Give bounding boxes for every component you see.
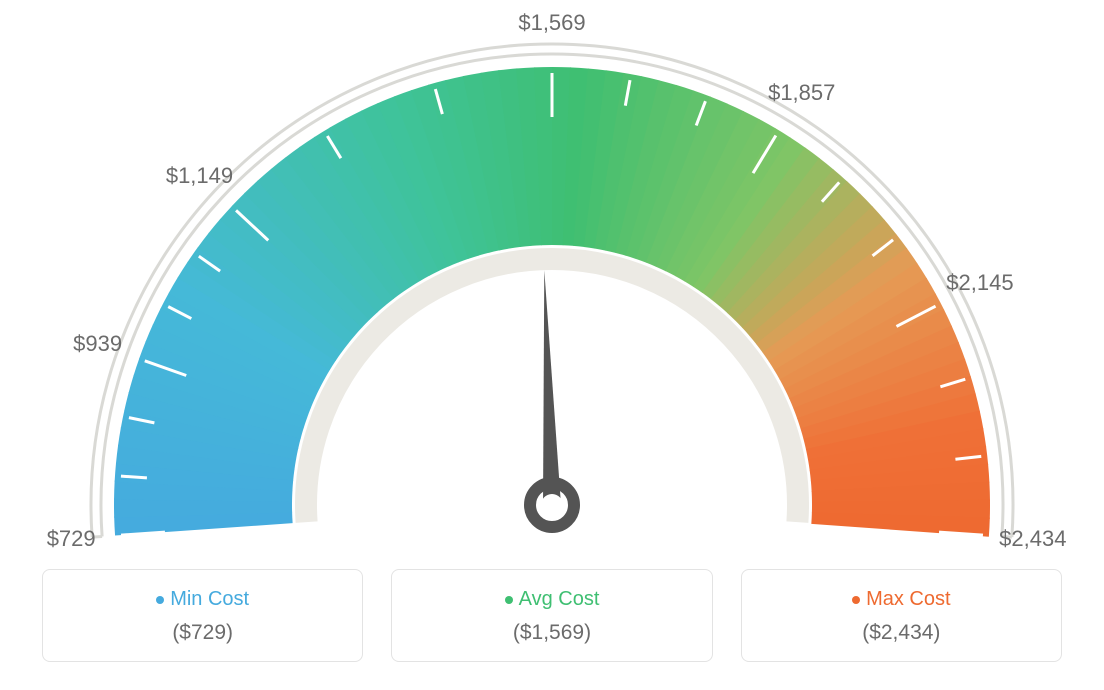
- legend-label-avg: Avg Cost: [519, 588, 600, 611]
- gauge-tick-label: $1,569: [518, 10, 585, 36]
- legend-card-min: Min Cost ($729): [42, 569, 363, 662]
- legend-label-min: Min Cost: [170, 588, 249, 611]
- gauge-tick-label: $2,434: [999, 526, 1066, 552]
- legend-row: Min Cost ($729) Avg Cost ($1,569) Max Co…: [42, 569, 1062, 662]
- legend-dot-avg: [505, 596, 513, 604]
- legend-title-min: Min Cost: [156, 588, 249, 611]
- cost-gauge-widget: $729 $939 $1,149 $1,569 $1,857 $2,145 $2,434 M…: [0, 0, 1104, 690]
- gauge-tick-label: $939: [73, 331, 122, 357]
- legend-title-max: Max Cost: [852, 588, 950, 611]
- gauge-tick-label: $2,145: [946, 270, 1013, 296]
- legend-card-avg: Avg Cost ($1,569): [391, 569, 712, 662]
- gauge-tick-label: $1,857: [768, 80, 835, 106]
- legend-value-max: ($2,434): [752, 621, 1051, 645]
- gauge-tick-label: $729: [47, 526, 96, 552]
- legend-dot-max: [852, 596, 860, 604]
- legend-dot-min: [156, 596, 164, 604]
- legend-title-avg: Avg Cost: [505, 588, 600, 611]
- legend-value-avg: ($1,569): [402, 621, 701, 645]
- gauge-tick-label: $1,149: [166, 163, 233, 189]
- legend-card-max: Max Cost ($2,434): [741, 569, 1062, 662]
- legend-value-min: ($729): [53, 621, 352, 645]
- gauge-svg: [0, 0, 1104, 560]
- gauge-chart: $729 $939 $1,149 $1,569 $1,857 $2,145 $2,434: [0, 0, 1104, 560]
- legend-label-max: Max Cost: [866, 588, 950, 611]
